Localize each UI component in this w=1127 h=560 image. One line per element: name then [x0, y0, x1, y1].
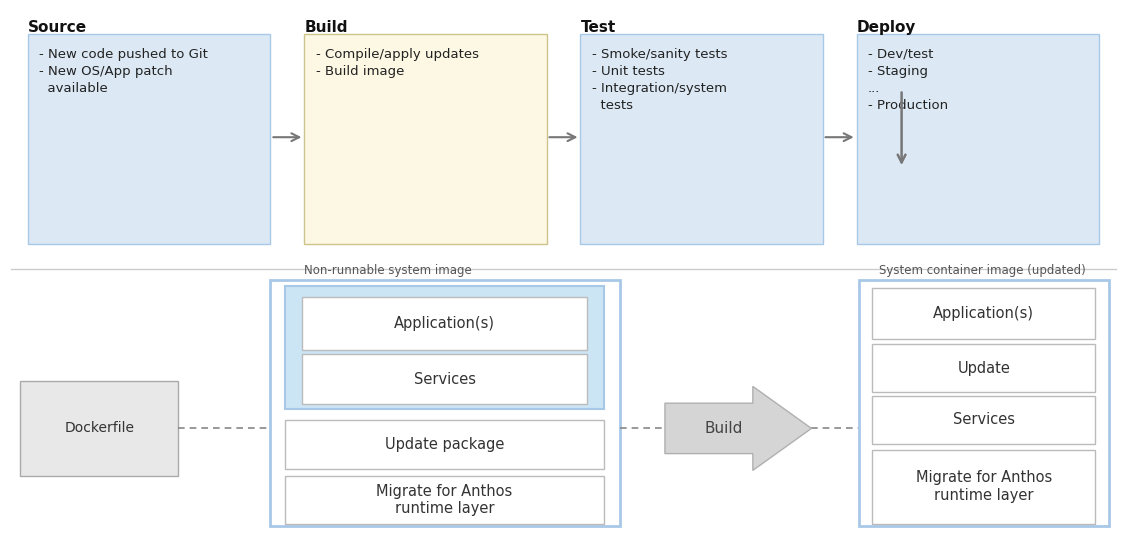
FancyBboxPatch shape	[28, 34, 270, 244]
FancyBboxPatch shape	[580, 34, 823, 244]
Text: - Compile/apply updates
- Build image: - Compile/apply updates - Build image	[316, 48, 479, 78]
Text: Deploy: Deploy	[857, 20, 916, 35]
Text: Source: Source	[28, 20, 87, 35]
FancyBboxPatch shape	[872, 344, 1095, 392]
Text: Build: Build	[704, 421, 743, 436]
FancyBboxPatch shape	[285, 286, 604, 409]
FancyBboxPatch shape	[872, 396, 1095, 444]
Text: Migrate for Anthos
runtime layer: Migrate for Anthos runtime layer	[376, 484, 513, 516]
FancyBboxPatch shape	[857, 34, 1099, 244]
FancyBboxPatch shape	[285, 476, 604, 524]
Text: - New code pushed to Git
- New OS/App patch
  available: - New code pushed to Git - New OS/App pa…	[39, 48, 208, 95]
Text: Update package: Update package	[385, 437, 504, 452]
Text: Dockerfile: Dockerfile	[64, 422, 134, 436]
Polygon shape	[665, 386, 811, 470]
Text: Update: Update	[958, 361, 1010, 376]
Text: Test: Test	[580, 20, 615, 35]
FancyBboxPatch shape	[285, 420, 604, 469]
Text: Application(s): Application(s)	[394, 316, 495, 331]
FancyBboxPatch shape	[872, 288, 1095, 339]
Text: Non-runnable system image: Non-runnable system image	[304, 264, 472, 277]
Text: - Dev/test
- Staging
...
- Production: - Dev/test - Staging ... - Production	[868, 48, 948, 111]
FancyBboxPatch shape	[304, 34, 547, 244]
FancyBboxPatch shape	[859, 280, 1109, 526]
Text: Application(s): Application(s)	[933, 306, 1035, 321]
FancyBboxPatch shape	[302, 354, 587, 404]
FancyBboxPatch shape	[302, 297, 587, 350]
Text: Migrate for Anthos
runtime layer: Migrate for Anthos runtime layer	[916, 470, 1051, 503]
FancyBboxPatch shape	[270, 280, 620, 526]
Text: Build: Build	[304, 20, 348, 35]
Text: System container image (updated): System container image (updated)	[879, 264, 1085, 277]
Text: Services: Services	[414, 372, 476, 386]
FancyBboxPatch shape	[872, 450, 1095, 524]
FancyBboxPatch shape	[20, 381, 178, 476]
Text: Services: Services	[952, 412, 1015, 427]
Text: - Smoke/sanity tests
- Unit tests
- Integration/system
  tests: - Smoke/sanity tests - Unit tests - Inte…	[592, 48, 727, 111]
